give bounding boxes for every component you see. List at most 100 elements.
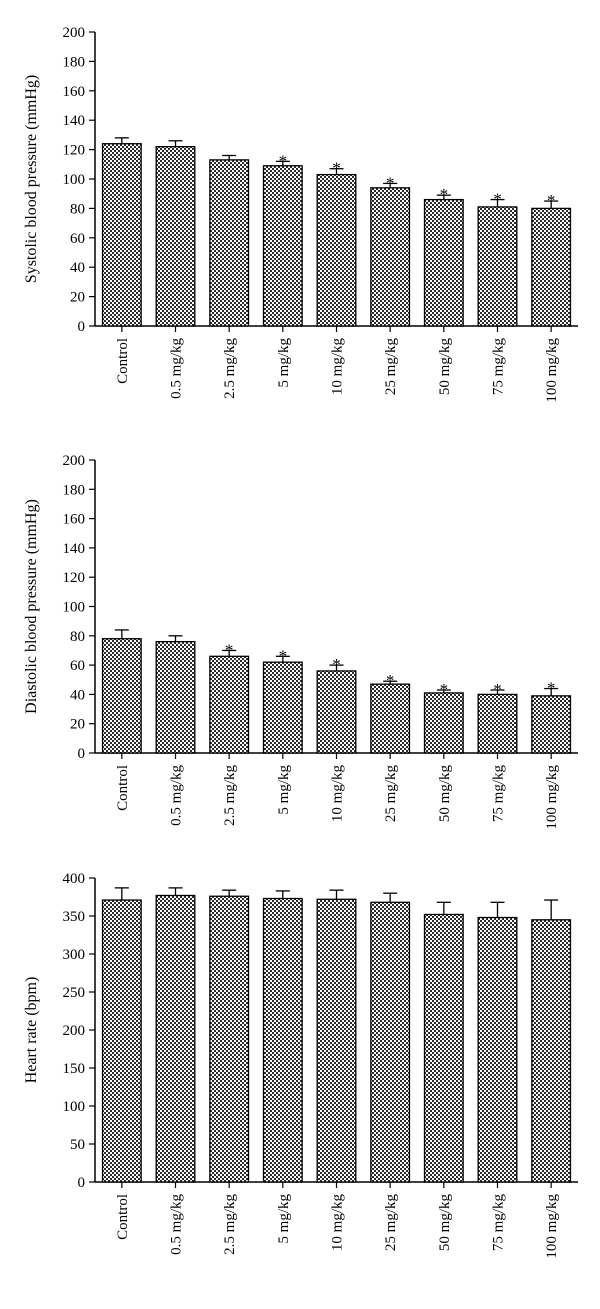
significance-marker: *	[279, 151, 288, 170]
y-tick-label: 120	[63, 570, 86, 586]
category-label: 50 mg/kg	[437, 338, 453, 396]
significance-marker: *	[332, 655, 341, 674]
bar	[316, 898, 357, 1183]
category-label: 2.5 mg/kg	[222, 338, 238, 399]
bar	[370, 901, 411, 1183]
y-tick-label: 40	[70, 260, 85, 276]
bar	[531, 919, 572, 1183]
bar	[101, 143, 142, 327]
significance-marker: *	[279, 646, 288, 665]
category-label: 25 mg/kg	[383, 765, 399, 823]
category-label: Control	[115, 1194, 131, 1240]
y-tick-label: 100	[63, 600, 86, 616]
category-label: 5 mg/kg	[276, 338, 292, 388]
y-axis-title: Systolic blood pressure (mmHg)	[23, 75, 40, 283]
bar	[531, 207, 572, 327]
significance-marker: *	[386, 173, 395, 192]
y-tick-label: 80	[70, 201, 85, 217]
y-tick-label: 0	[78, 746, 86, 762]
bar	[423, 913, 464, 1183]
category-label: 10 mg/kg	[330, 338, 346, 396]
bar	[155, 146, 196, 327]
category-label: 100 mg/kg	[544, 1194, 560, 1259]
category-label: 0.5 mg/kg	[169, 765, 185, 826]
bar	[477, 206, 518, 327]
y-tick-label: 400	[63, 871, 86, 887]
significance-marker: *	[440, 680, 449, 699]
bar	[209, 895, 250, 1183]
category-label: 75 mg/kg	[491, 338, 507, 396]
y-tick-label: 140	[63, 113, 86, 129]
y-tick-label: 350	[63, 909, 86, 925]
bar	[477, 693, 518, 754]
y-tick-label: 20	[70, 717, 85, 733]
y-tick-label: 160	[63, 84, 86, 100]
y-tick-label: 0	[78, 1175, 86, 1191]
bar	[209, 159, 250, 327]
category-label: 50 mg/kg	[437, 1194, 453, 1252]
category-label: 5 mg/kg	[276, 1194, 292, 1244]
bar	[370, 187, 411, 327]
y-axis-title: Heart rate (bpm)	[23, 977, 40, 1084]
significance-marker: *	[493, 680, 502, 699]
category-label: 100 mg/kg	[544, 338, 560, 403]
y-tick-label: 140	[63, 541, 86, 557]
y-tick-label: 80	[70, 629, 85, 645]
significance-marker: *	[547, 191, 556, 210]
y-tick-label: 100	[63, 172, 86, 188]
category-label: 75 mg/kg	[491, 1194, 507, 1252]
category-label: 5 mg/kg	[276, 765, 292, 815]
chart-panel-3: 0 50 100 150 200 250 300 350 400 Heart rate (bpm)…	[23, 871, 578, 1259]
category-label: 100 mg/kg	[544, 765, 560, 830]
bar	[531, 695, 572, 754]
bar	[316, 173, 357, 327]
significance-marker: *	[493, 190, 502, 209]
y-tick-label: 50	[70, 1137, 85, 1153]
y-tick-label: 120	[63, 143, 86, 159]
bar	[262, 165, 303, 327]
significance-marker: *	[440, 185, 449, 204]
y-tick-label: 250	[63, 985, 86, 1001]
category-label: Control	[115, 338, 131, 384]
bar	[370, 683, 411, 754]
y-tick-label: 100	[63, 1099, 86, 1115]
y-tick-label: 180	[63, 54, 86, 70]
category-label: 25 mg/kg	[383, 338, 399, 396]
category-label: 10 mg/kg	[330, 765, 346, 823]
chart-panel-1: 0 20 40 60 80 100 120 140 160 180 200 Systolic bloo…	[23, 25, 578, 403]
y-tick-label: 200	[63, 1023, 86, 1039]
category-label: Control	[115, 765, 131, 811]
bar	[477, 916, 518, 1183]
category-label: 75 mg/kg	[491, 765, 507, 823]
y-tick-label: 200	[63, 25, 86, 41]
significance-marker: *	[332, 159, 341, 178]
y-axis-title: Diastolic blood pressure (mmHg)	[23, 499, 40, 714]
y-tick-label: 40	[70, 687, 85, 703]
y-tick-label: 180	[63, 482, 86, 498]
y-tick-label: 60	[70, 658, 85, 674]
bar	[262, 661, 303, 754]
category-label: 0.5 mg/kg	[169, 1194, 185, 1255]
significance-marker: *	[386, 671, 395, 690]
bar	[423, 198, 464, 327]
chart-panel-2: 0 20 40 60 80 100 120 140 160 180 200 Diastolic blo…	[23, 453, 578, 830]
category-label: 2.5 mg/kg	[222, 765, 238, 826]
y-tick-label: 20	[70, 290, 85, 306]
category-label: 50 mg/kg	[437, 765, 453, 823]
y-tick-label: 60	[70, 231, 85, 247]
y-tick-label: 300	[63, 947, 86, 963]
category-label: 25 mg/kg	[383, 1194, 399, 1252]
significance-marker: *	[547, 679, 556, 698]
y-tick-label: 160	[63, 512, 86, 528]
bar	[155, 641, 196, 754]
category-label: 10 mg/kg	[330, 1194, 346, 1252]
bar	[155, 894, 196, 1183]
y-tick-label: 150	[63, 1061, 86, 1077]
category-label: 2.5 mg/kg	[222, 1194, 238, 1255]
y-tick-label: 0	[78, 319, 86, 335]
y-tick-label: 200	[63, 453, 86, 469]
category-label: 0.5 mg/kg	[169, 338, 185, 399]
bar	[209, 655, 250, 754]
bar	[262, 897, 303, 1183]
